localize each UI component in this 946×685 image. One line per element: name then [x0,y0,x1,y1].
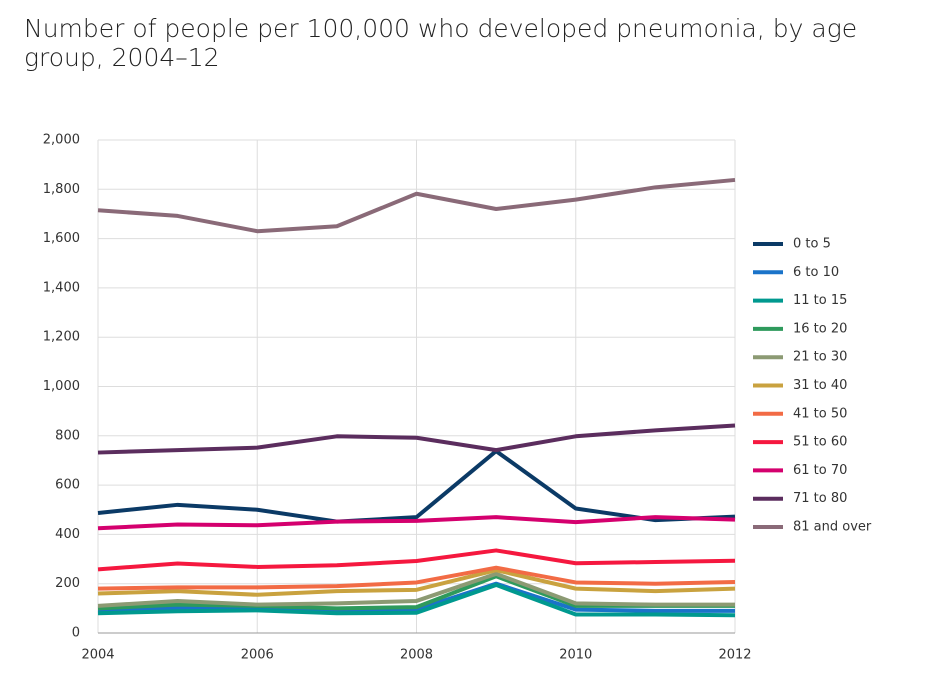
series-line [97,565,736,591]
series-line [97,581,735,613]
series-line [97,423,736,455]
x-tick-label: 2012 [718,648,751,663]
y-tick-label: 2,000 [43,133,80,148]
y-tick-label: 600 [55,478,80,493]
legend-label: 81 and over [793,520,872,535]
y-tick-label: 1,800 [43,182,80,197]
y-tick-label: 200 [55,576,80,591]
chart-title: Number of people per 100,000 who develop… [24,14,858,72]
legend-label: 11 to 15 [793,293,847,308]
y-tick-label: 1,400 [43,280,80,295]
x-tick-label: 2008 [400,648,433,663]
y-tick-label: 0 [72,626,80,641]
legend-label: 0 to 5 [793,237,831,252]
legend-label: 41 to 50 [793,406,847,421]
series-line [97,571,735,608]
y-tick-label: 800 [55,428,80,443]
series-line [97,548,736,572]
y-tick-label: 1,000 [43,379,80,394]
x-tick-label: 2010 [559,648,592,663]
legend-label: 31 to 40 [793,378,847,393]
series-line [97,449,736,524]
series-line [97,568,736,597]
y-tick-label: 400 [55,527,80,542]
legend-label: 6 to 10 [793,265,839,280]
legend-label: 61 to 70 [793,463,847,478]
series-line [97,582,736,618]
y-tick-label: 1,200 [43,330,80,345]
legend-label: 51 to 60 [793,435,847,450]
legend-label: 21 to 30 [793,350,847,365]
series-line [97,177,736,234]
x-tick-label: 2006 [241,648,274,663]
y-tick-label: 1,600 [43,231,80,246]
series-line [97,515,736,531]
legend-label: 71 to 80 [793,491,847,506]
x-tick-label: 2004 [81,648,114,663]
legend-label: 16 to 20 [793,321,847,336]
